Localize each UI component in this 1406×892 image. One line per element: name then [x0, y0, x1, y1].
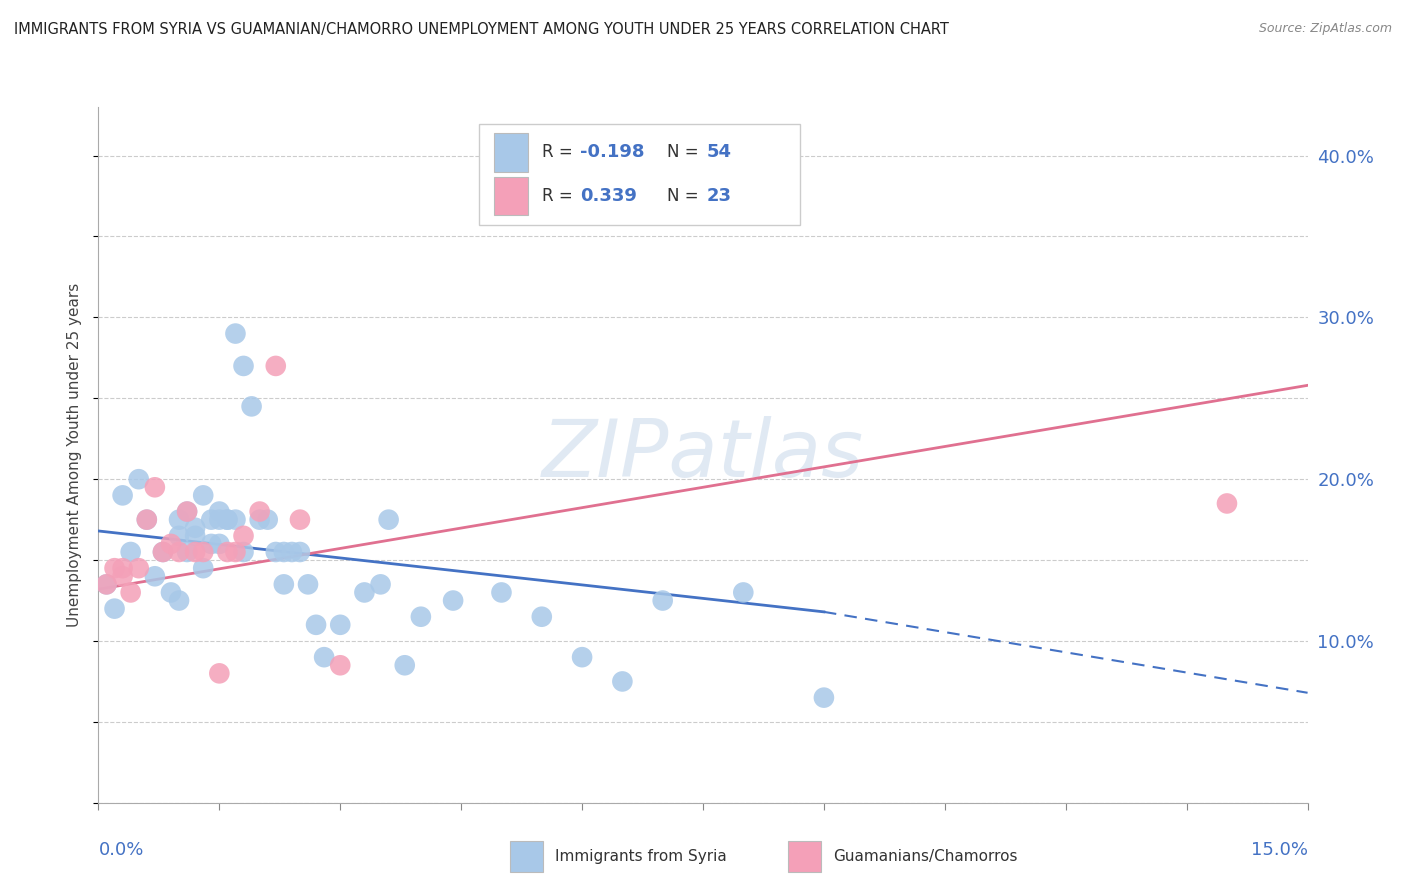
Point	[571, 650, 593, 665]
Point	[491, 585, 513, 599]
Text: R =: R =	[543, 144, 578, 161]
Point	[111, 561, 134, 575]
Text: N =: N =	[666, 144, 703, 161]
Point	[232, 545, 254, 559]
Text: ZIPatlas: ZIPatlas	[541, 416, 865, 494]
Bar	[509, 841, 543, 872]
Point	[208, 537, 231, 551]
Point	[297, 577, 319, 591]
Point	[217, 545, 239, 559]
Text: 23: 23	[707, 187, 731, 205]
Point	[249, 504, 271, 518]
Point	[651, 593, 673, 607]
Point	[128, 472, 150, 486]
Point	[232, 529, 254, 543]
Point	[200, 513, 222, 527]
Point	[193, 561, 215, 575]
Point	[208, 666, 231, 681]
Text: Source: ZipAtlas.com: Source: ZipAtlas.com	[1258, 22, 1392, 36]
Point	[273, 577, 295, 591]
Point	[184, 545, 207, 559]
Point	[353, 585, 375, 599]
Point	[184, 529, 207, 543]
Point	[329, 658, 352, 673]
Point	[232, 359, 254, 373]
Point	[288, 513, 311, 527]
Point	[184, 521, 207, 535]
Point	[167, 529, 190, 543]
Text: N =: N =	[666, 187, 703, 205]
Point	[167, 513, 190, 527]
Point	[288, 545, 311, 559]
Point	[143, 480, 166, 494]
Point	[176, 504, 198, 518]
Point	[193, 545, 215, 559]
Point	[530, 609, 553, 624]
Point	[176, 504, 198, 518]
Point	[143, 569, 166, 583]
Point	[813, 690, 835, 705]
Bar	[787, 841, 821, 872]
Point	[193, 488, 215, 502]
Point	[167, 593, 190, 607]
Point	[264, 359, 287, 373]
Point	[224, 326, 246, 341]
Y-axis label: Unemployment Among Youth under 25 years: Unemployment Among Youth under 25 years	[67, 283, 83, 627]
Point	[733, 585, 755, 599]
Text: IMMIGRANTS FROM SYRIA VS GUAMANIAN/CHAMORRO UNEMPLOYMENT AMONG YOUTH UNDER 25 YE: IMMIGRANTS FROM SYRIA VS GUAMANIAN/CHAMO…	[14, 22, 949, 37]
Point	[120, 545, 142, 559]
Point	[273, 545, 295, 559]
Text: 54: 54	[707, 144, 731, 161]
Text: 0.0%: 0.0%	[98, 841, 143, 859]
Point	[329, 617, 352, 632]
Point	[103, 561, 125, 575]
Point	[135, 513, 157, 527]
Point	[1216, 496, 1239, 510]
Point	[240, 400, 263, 414]
Point	[160, 537, 183, 551]
Point	[256, 513, 278, 527]
Point	[441, 593, 464, 607]
Point	[152, 545, 174, 559]
Point	[217, 513, 239, 527]
Point	[103, 601, 125, 615]
Point	[224, 545, 246, 559]
Point	[314, 650, 336, 665]
Point	[305, 617, 328, 632]
Text: 15.0%: 15.0%	[1250, 841, 1308, 859]
Point	[111, 569, 134, 583]
Point	[120, 585, 142, 599]
Point	[394, 658, 416, 673]
Point	[217, 513, 239, 527]
Point	[612, 674, 634, 689]
Point	[281, 545, 304, 559]
Text: Guamanians/Chamorros: Guamanians/Chamorros	[834, 849, 1018, 863]
Point	[224, 513, 246, 527]
Text: 0.339: 0.339	[579, 187, 637, 205]
Point	[249, 513, 271, 527]
Point	[208, 504, 231, 518]
Point	[176, 545, 198, 559]
Point	[208, 513, 231, 527]
Point	[200, 537, 222, 551]
Text: -0.198: -0.198	[579, 144, 644, 161]
Point	[135, 513, 157, 527]
Point	[377, 513, 399, 527]
Point	[152, 545, 174, 559]
Bar	[494, 177, 527, 215]
Point	[96, 577, 118, 591]
Point	[264, 545, 287, 559]
Point	[128, 561, 150, 575]
Point	[160, 585, 183, 599]
Bar	[494, 134, 527, 172]
Point	[167, 545, 190, 559]
Text: Immigrants from Syria: Immigrants from Syria	[555, 849, 727, 863]
Text: R =: R =	[543, 187, 583, 205]
Point	[370, 577, 392, 591]
Bar	[479, 124, 800, 226]
Point	[409, 609, 432, 624]
Point	[96, 577, 118, 591]
Point	[111, 488, 134, 502]
